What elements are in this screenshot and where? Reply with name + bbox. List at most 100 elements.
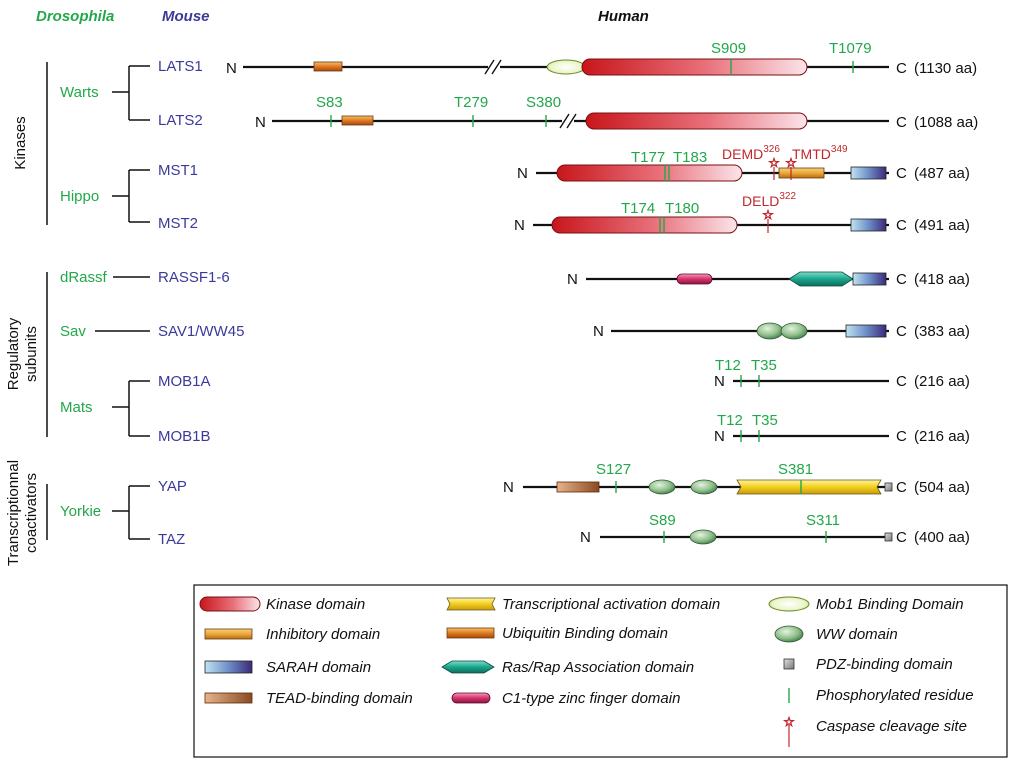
- legend-ubiquitin: Ubiquitin Binding domain: [502, 625, 668, 642]
- drosophila-hippo: Hippo: [60, 188, 99, 205]
- legend-rasrap: Ras/Rap Association domain: [502, 659, 694, 676]
- legend-tead: TEAD-binding domain: [266, 690, 413, 707]
- c-terminus: C: [896, 217, 907, 234]
- drosophila-sav: Sav: [60, 323, 86, 340]
- pdz-binding-domain: [884, 482, 893, 492]
- protein-row-sav1: N C (383 aa): [593, 322, 970, 340]
- length-label: (1088 aa): [914, 114, 978, 131]
- c-terminus: C: [896, 60, 907, 77]
- n-terminus: N: [255, 114, 266, 131]
- protein-row-rassf: N C (418 aa): [567, 271, 970, 288]
- legend-kinase: Kinase domain: [266, 596, 365, 613]
- legend-swatch-caspase: [784, 716, 794, 747]
- legend-c1: C1-type zinc finger domain: [502, 690, 680, 707]
- transcriptional-activation-domain: [736, 479, 882, 495]
- legend-caspase: Caspase cleavage site: [816, 718, 967, 735]
- group-label-regulatory-2: subunits: [23, 326, 40, 382]
- ww-domain: [648, 479, 676, 495]
- pdz-binding-domain: [884, 532, 893, 542]
- n-terminus: N: [226, 60, 237, 77]
- site-label: S89: [649, 512, 676, 529]
- c-terminus: C: [896, 323, 907, 340]
- legend-swatch-rasrap: [441, 660, 495, 674]
- n-terminus: N: [514, 217, 525, 234]
- site-label: T35: [752, 412, 778, 429]
- c1-zinc-finger-domain: [676, 273, 713, 285]
- c-terminus: C: [896, 271, 907, 288]
- c-terminus: C: [896, 114, 907, 131]
- group-label-regulatory: Regulatory: [5, 317, 22, 390]
- site-label: S909: [711, 40, 746, 57]
- tree-brackets: [95, 65, 150, 540]
- c-terminus: C: [896, 165, 907, 182]
- break-marks: [484, 59, 502, 75]
- legend-swatch-mob1: [768, 596, 810, 612]
- site-label: S127: [596, 461, 631, 478]
- length-label: (400 aa): [914, 529, 970, 546]
- caspase-site: [769, 157, 796, 180]
- length-label: (418 aa): [914, 271, 970, 288]
- site-label: S381: [778, 461, 813, 478]
- caspase-label: DEMD326: [722, 144, 780, 162]
- header-human: Human: [598, 8, 649, 25]
- sarah-domain: [845, 324, 887, 338]
- ubiquitin-domain: [341, 115, 374, 126]
- legend-transcriptional: Transcriptional activation domain: [502, 596, 720, 613]
- protein-row-mst2: N T174 T180 DELD322 C (491 aa): [514, 191, 970, 234]
- protein-row-yap: N S127 S381 C (504 aa): [503, 461, 970, 496]
- length-label: (383 aa): [914, 323, 970, 340]
- legend-inhibitory: Inhibitory domain: [266, 626, 380, 643]
- n-terminus: N: [714, 428, 725, 445]
- drosophila-mats: Mats: [60, 399, 93, 416]
- n-terminus: N: [567, 271, 578, 288]
- protein-row-lats1: N S909 T1079 C (1130 aa): [226, 40, 977, 77]
- protein-name-mob1a: MOB1A: [158, 373, 211, 390]
- protein-row-mob1b: N T12 T35 C (216 aa): [714, 412, 970, 445]
- sarah-domain: [850, 166, 887, 180]
- drosophila-drassf: dRassf: [60, 269, 108, 286]
- legend-swatch-transcriptional: [446, 597, 496, 611]
- protein-name-sav1: SAV1/WW45: [158, 323, 244, 340]
- site-label: T12: [715, 357, 741, 374]
- protein-row-taz: N S89 S311 C (400 aa): [580, 512, 970, 546]
- group-label-kinases: Kinases: [12, 116, 29, 169]
- protein-row-mst1: N T177 T183 DEMD326 TMTD349 C (487 aa): [517, 144, 970, 182]
- group-label-coactivators: Transcriptionnal: [5, 460, 22, 566]
- legend-swatch-tead: [204, 692, 253, 704]
- length-label: (504 aa): [914, 479, 970, 496]
- length-label: (491 aa): [914, 217, 970, 234]
- length-label: (216 aa): [914, 373, 970, 390]
- protein-name-taz: TAZ: [158, 531, 185, 548]
- n-terminus: N: [503, 479, 514, 496]
- sarah-domain: [852, 272, 887, 286]
- drosophila-warts: Warts: [60, 84, 99, 101]
- legend-swatch-kinase: [199, 596, 261, 612]
- legend-phospho: Phosphorylated residue: [816, 687, 974, 704]
- protein-name-mst1: MST1: [158, 162, 198, 179]
- protein-row-mob1a: N T12 T35 C (216 aa): [714, 357, 970, 390]
- protein-name-mob1b: MOB1B: [158, 428, 211, 445]
- legend-swatch-pdz: [783, 658, 795, 670]
- n-terminus: N: [580, 529, 591, 546]
- c-terminus: C: [896, 428, 907, 445]
- ww-domain: [689, 529, 717, 545]
- n-terminus: N: [714, 373, 725, 390]
- protein-name-yap: YAP: [158, 478, 187, 495]
- ubiquitin-domain: [313, 61, 343, 72]
- legend-mob1: Mob1 Binding Domain: [816, 596, 964, 613]
- ww-domain: [780, 322, 808, 340]
- c-terminus: C: [896, 529, 907, 546]
- site-label: S380: [526, 94, 561, 111]
- length-label: (216 aa): [914, 428, 970, 445]
- kinase-domain: [556, 164, 743, 182]
- ww-domain: [756, 322, 784, 340]
- legend-swatch-ubiquitin: [446, 627, 495, 639]
- sarah-domain: [850, 218, 887, 232]
- legend-swatch-sarah: [204, 660, 253, 674]
- n-terminus: N: [517, 165, 528, 182]
- legend-swatch-inhibitory: [204, 628, 253, 640]
- site-label: T174: [621, 200, 655, 217]
- mob1-binding-domain: [546, 59, 586, 75]
- drosophila-yorkie: Yorkie: [60, 503, 101, 520]
